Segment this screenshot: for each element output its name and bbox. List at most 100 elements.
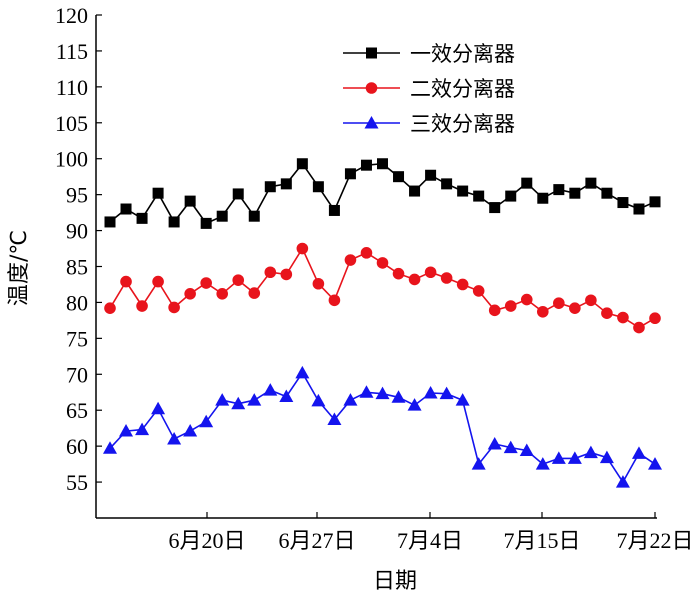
data-point [567,451,582,464]
data-point [120,203,132,215]
y-tick-label: 90 [66,219,88,244]
data-point [537,192,549,204]
data-point [519,443,534,456]
data-point [264,266,277,279]
data-point [457,185,469,197]
data-point [136,300,148,312]
y-tick-label: 55 [66,470,88,495]
x-tick-label: 7月4日 [397,528,463,553]
x-tick-label: 7月15日 [503,528,580,553]
data-point [423,385,438,399]
data-point [471,457,486,470]
data-point [152,187,164,199]
data-point [375,386,390,400]
y-tick-label: 105 [55,111,88,136]
legend-item: 一效分离器 [343,42,515,66]
data-point [601,187,613,199]
data-point [376,257,389,269]
data-point [409,185,421,197]
data-point [521,177,533,189]
data-point [393,171,405,183]
data-point [360,247,373,259]
legend-marker [364,116,379,129]
data-point [535,457,550,470]
data-point [472,285,485,297]
data-point [167,431,182,445]
data-point [184,195,196,207]
y-tick-label: 110 [56,75,88,100]
data-point [200,277,212,289]
data-point [601,307,613,320]
series-1 [104,158,661,229]
data-point [280,178,292,190]
y-tick-label: 65 [66,398,88,423]
data-point [168,216,180,228]
x-axis-title: 日期 [373,569,417,594]
data-point [327,412,342,426]
y-axis-title: 温度/℃ [7,230,32,306]
data-point [215,393,230,406]
data-point [377,158,388,170]
data-point [488,304,501,317]
data-point [455,393,470,406]
data-point [264,181,276,193]
data-point [391,390,406,403]
x-tick-label: 7月22日 [616,528,693,553]
data-point [585,177,597,189]
y-tick-label: 60 [66,434,88,459]
data-point [328,294,341,307]
data-point [279,389,294,403]
data-point [569,187,581,199]
data-point [232,188,244,200]
data-point [615,475,630,488]
data-point [536,305,549,318]
x-tick-label: 6月20日 [168,528,245,553]
y-tick-label: 120 [55,3,88,28]
data-point [103,441,117,454]
y-tick-label: 80 [66,290,88,315]
data-point [424,266,437,279]
data-point [407,398,422,411]
data-point [425,169,437,181]
data-point [487,436,502,450]
data-point [648,457,662,470]
data-point [183,424,198,437]
data-point [135,422,150,436]
data-point [216,210,228,222]
legend-label: 二效分离器 [410,77,515,101]
data-point [440,272,453,284]
data-point [312,181,324,193]
data-point [553,184,565,196]
axes: 55 60 65 70 75 80 85 90 95 100 105 110 115 120 6月20日 6月… [55,3,694,553]
y-tick-label: 75 [66,326,88,351]
data-point [312,277,325,290]
data-point [617,311,629,324]
data-point [392,267,405,280]
y-tick-label: 85 [66,255,88,280]
legend-marker [366,47,377,59]
data-point [408,273,421,286]
data-point [503,440,518,454]
data-point [216,288,229,300]
data-point [311,393,326,407]
y-tick-label: 95 [66,183,88,208]
data-point [200,217,212,229]
data-point [168,301,180,314]
series-2 [104,242,661,334]
data-point [551,451,566,464]
data-point [151,401,166,415]
data-point [583,445,598,459]
data-point [489,202,501,214]
data-point [344,168,356,180]
data-point [296,242,309,255]
data-point [599,450,614,464]
y-tick-label: 100 [55,147,88,172]
legend-item: 二效分离器 [343,77,515,101]
data-point [344,254,357,266]
data-point [649,312,661,325]
data-point [295,365,310,379]
data-point [136,212,148,224]
